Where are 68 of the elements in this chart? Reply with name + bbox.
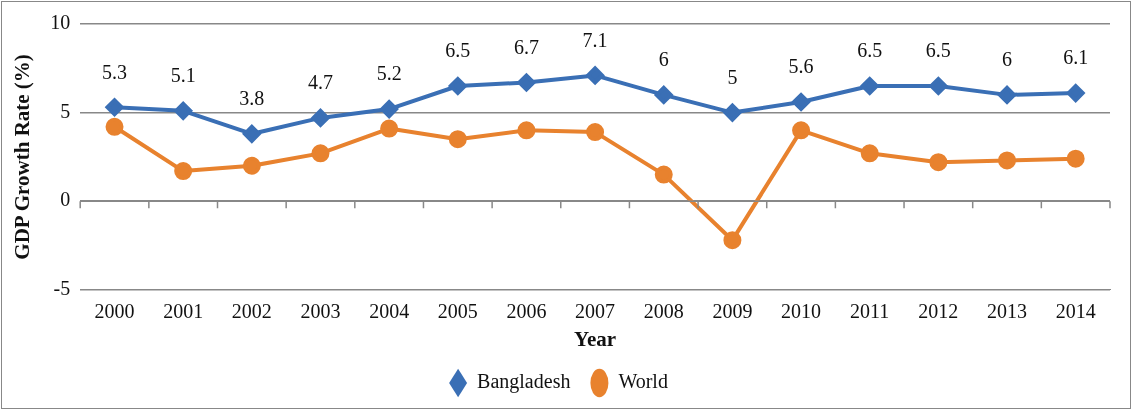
data-label: 3.8 [239, 87, 265, 110]
point [723, 103, 742, 122]
x-tick-label: 2014 [1055, 300, 1096, 323]
data-label: 7.1 [582, 28, 608, 51]
x-tick-label: 2005 [437, 300, 478, 323]
data-label: 4.7 [307, 71, 333, 94]
data-label: 6.1 [1063, 46, 1089, 69]
y-axis-title: GDP Growth Rate (%) [10, 54, 35, 260]
x-tick-label: 2012 [918, 300, 959, 323]
x-tick-label: 2000 [94, 300, 135, 323]
data-label: 5.2 [376, 62, 402, 85]
point [105, 117, 124, 136]
point [792, 121, 811, 140]
point [242, 124, 261, 143]
x-tick-label: 2009 [712, 300, 753, 323]
point [448, 77, 467, 96]
data-label: 5.3 [102, 60, 128, 83]
x-tick-label: 2007 [575, 300, 616, 323]
x-tick-label: 2002 [231, 300, 272, 323]
point [723, 231, 742, 250]
point [380, 100, 399, 119]
point [860, 144, 879, 163]
data-label: 6 [658, 48, 669, 71]
point [929, 153, 948, 172]
data-label: 6 [1002, 48, 1013, 71]
data-label: 6.5 [857, 39, 883, 62]
point [929, 77, 948, 96]
point [311, 144, 330, 163]
point [448, 130, 467, 149]
y-tick-label: 5 [60, 99, 71, 122]
point [517, 73, 536, 92]
x-tick-label: 2013 [987, 300, 1028, 323]
x-tick-label: 2001 [163, 300, 204, 323]
point [242, 156, 261, 175]
point [1066, 149, 1085, 168]
legend-label: Bangladesh [477, 370, 571, 394]
point [1066, 84, 1085, 103]
y-tick-label: 10 [50, 11, 71, 34]
x-tick-label: 2006 [506, 300, 547, 323]
point [654, 85, 673, 104]
point [105, 98, 124, 117]
x-tick-label: 2004 [369, 300, 410, 323]
point [174, 162, 193, 181]
point [792, 92, 811, 111]
point [586, 123, 605, 142]
legend-label: World [618, 370, 668, 393]
point [174, 101, 193, 120]
point [998, 85, 1017, 104]
y-tick-label: 0 [60, 188, 71, 211]
y-tick-label: -5 [53, 277, 71, 300]
data-label: 6.5 [925, 39, 951, 62]
point [517, 121, 536, 140]
point [654, 165, 673, 184]
data-label: 5 [727, 65, 738, 88]
x-axis-title: Year [574, 326, 617, 351]
point [311, 108, 330, 127]
data-label: 6.5 [445, 39, 471, 62]
data-label: 5.1 [170, 64, 196, 87]
data-label: 6.7 [513, 35, 539, 58]
x-tick-label: 2003 [300, 300, 341, 323]
point [860, 77, 879, 96]
point [380, 119, 399, 138]
point [998, 151, 1017, 170]
x-tick-label: 2008 [643, 300, 684, 323]
x-tick-label: 2011 [850, 300, 890, 323]
x-tick-label: 2010 [781, 300, 822, 323]
point [586, 66, 605, 85]
data-label: 5.6 [788, 55, 814, 78]
